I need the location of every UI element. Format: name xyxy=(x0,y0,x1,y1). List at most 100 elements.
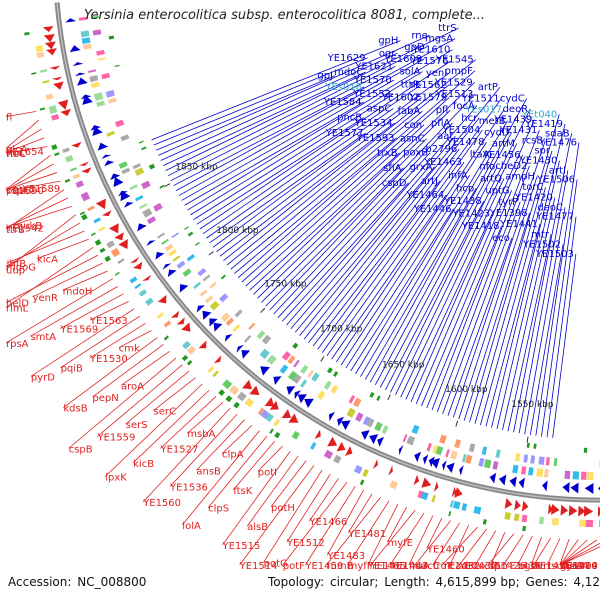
gene-label-forward[interactable]: YEs017 xyxy=(464,105,502,116)
gene-label-forward[interactable]: deoC xyxy=(537,202,563,213)
gene-label-forward[interactable]: YE1621 xyxy=(354,62,393,73)
gene-label-forward[interactable]: YE1463 xyxy=(423,157,462,168)
gene-label-forward[interactable]: YE1593 xyxy=(356,133,395,144)
gene-label-forward[interactable]: YE1513 xyxy=(435,89,474,100)
gene-label-forward[interactable]: YE1476 xyxy=(538,138,577,149)
gene-label-reverse[interactable]: myfE xyxy=(388,538,414,549)
gene-label-reverse[interactable]: kdsB xyxy=(63,404,87,415)
gene-label-reverse[interactable]: YE1410 xyxy=(559,561,598,572)
gene-label-forward[interactable]: YE1511 xyxy=(461,93,500,104)
gene-label-reverse[interactable]: potG xyxy=(264,558,288,569)
gene-label-forward[interactable]: YE1562 xyxy=(408,80,447,91)
gene-label-reverse[interactable]: serS xyxy=(126,420,148,431)
gene-label-reverse[interactable]: YE1563 xyxy=(89,316,128,327)
gene-label-reverse[interactable]: rsuA xyxy=(547,561,570,572)
gene-label-reverse[interactable]: clpA xyxy=(222,450,244,461)
gene-label-forward[interactable]: grxA xyxy=(410,162,433,173)
gene-label-reverse[interactable]: bcr xyxy=(531,561,548,572)
gene-label-reverse[interactable]: fruK xyxy=(433,561,454,572)
gene-label-forward[interactable]: YE1579 xyxy=(408,93,447,104)
gene-label-forward[interactable]: aspC xyxy=(367,103,392,114)
gene-label-forward[interactable]: mgsA xyxy=(425,34,453,45)
gene-label-forward[interactable]: uptG xyxy=(485,185,509,196)
gene-label-forward[interactable]: sfiA xyxy=(383,163,402,174)
gene-label-reverse[interactable]: ttrC xyxy=(6,149,25,160)
gene-label-reverse[interactable]: ftsK xyxy=(233,486,252,497)
gene-label-forward[interactable]: hcr xyxy=(461,113,478,124)
gene-label-forward[interactable]: YE1629 xyxy=(327,53,366,64)
gene-label-forward[interactable]: trxB xyxy=(377,148,398,159)
gene-label-forward[interactable]: sdaB xyxy=(545,128,570,139)
gene-label-forward[interactable]: artJ xyxy=(421,176,438,187)
gene-label-reverse[interactable]: serC xyxy=(154,407,176,418)
gene-label-forward[interactable]: YE1502 xyxy=(522,239,561,250)
gene-label-reverse[interactable]: kicA xyxy=(37,255,58,266)
gene-label-reverse[interactable]: YE1569 xyxy=(59,325,98,336)
gene-label-forward[interactable]: YE1419 xyxy=(524,119,563,130)
gene-label-reverse[interactable]: lpxK xyxy=(105,472,127,483)
gene-label-forward[interactable]: b2796 xyxy=(425,144,457,155)
gene-label-reverse[interactable]: YE1443 xyxy=(389,561,428,572)
gene-label-reverse[interactable]: YE1466 xyxy=(308,517,347,528)
gene-label-forward[interactable]: ttrS xyxy=(438,23,456,34)
gene-label-reverse[interactable]: potF xyxy=(283,561,305,572)
gene-label-reverse[interactable]: glcA xyxy=(6,144,28,155)
gene-label-forward[interactable]: ompF xyxy=(445,66,473,77)
gene-label-forward[interactable]: YE1576 xyxy=(410,56,449,67)
gene-label-forward[interactable]: YE1610 xyxy=(412,45,451,56)
gene-label-forward[interactable]: cydC xyxy=(500,93,525,104)
gene-label-forward[interactable]: YE1570 xyxy=(353,75,392,86)
gene-label-reverse[interactable]: YE1437 xyxy=(458,561,497,572)
gene-label-forward[interactable]: tyrP xyxy=(498,197,518,208)
gene-label-reverse[interactable]: mdoG xyxy=(6,263,36,274)
gene-label-reverse[interactable]: cadR xyxy=(450,561,475,572)
gene-label-reverse[interactable]: YE1527 xyxy=(159,444,198,455)
gene-label-forward[interactable]: spr xyxy=(534,146,551,157)
gene-label-forward[interactable]: YE1439 xyxy=(493,115,532,126)
gene-label-reverse[interactable]: pyrD xyxy=(31,372,55,383)
gene-label-forward[interactable]: hcp xyxy=(456,183,474,194)
gene-label-reverse[interactable]: YE1559 xyxy=(96,432,135,443)
gene-label-forward[interactable]: yenI xyxy=(426,68,447,79)
gene-label-reverse[interactable]: clpS xyxy=(208,504,229,515)
gene-label-reverse[interactable]: cspE2 xyxy=(6,186,36,197)
gene-label-forward[interactable]: gpJ xyxy=(317,71,333,82)
gene-label-forward[interactable]: artM xyxy=(492,139,515,150)
gene-label-forward[interactable]: cydD xyxy=(484,127,510,138)
gene-label-forward[interactable]: YE1602 xyxy=(381,93,420,104)
gene-label-forward[interactable]: YE1577 xyxy=(325,128,364,139)
gene-label-reverse[interactable]: YE1416 xyxy=(533,561,572,572)
gene-label-reverse[interactable]: cmk xyxy=(119,344,140,355)
gene-label-reverse[interactable]: uup xyxy=(6,266,25,277)
gene-label-reverse[interactable]: YE1432 xyxy=(441,561,480,572)
gene-label-forward[interactable]: YE1464 xyxy=(405,190,444,201)
gene-label-forward[interactable]: YE1478 xyxy=(446,137,485,148)
gene-label-reverse[interactable]: YE1654 xyxy=(5,147,44,158)
gene-label-forward[interactable]: solA xyxy=(400,67,421,78)
gene-label-reverse[interactable]: YE1542 xyxy=(5,223,44,234)
gene-label-reverse[interactable]: ansB xyxy=(196,466,221,477)
gene-label-forward[interactable]: infA xyxy=(448,170,468,181)
gene-label-reverse[interactable]: YE1436 xyxy=(502,561,541,572)
gene-label-forward[interactable]: con xyxy=(404,120,422,131)
gene-label-reverse[interactable]: ttrB xyxy=(6,225,25,236)
gene-label-forward[interactable]: asnC xyxy=(400,134,425,145)
gene-label-forward[interactable]: YE1504 xyxy=(442,125,481,136)
gene-label-reverse[interactable]: potI xyxy=(258,467,277,478)
gene-label-forward[interactable]: YE1503 xyxy=(535,249,574,260)
gene-label-reverse[interactable]: rlmL xyxy=(6,303,29,314)
gene-label-forward[interactable]: mtr xyxy=(531,229,550,240)
gene-label-forward[interactable]: nfo xyxy=(479,162,495,173)
gene-label-forward[interactable]: gpH xyxy=(378,36,398,47)
gene-label-reverse[interactable]: mukB xyxy=(13,221,42,232)
gene-label-reverse[interactable]: rcsC xyxy=(560,561,582,572)
gene-label-reverse[interactable]: yenR xyxy=(33,293,58,304)
gene-label-forward[interactable]: YE1430 xyxy=(519,156,558,167)
gene-label-forward[interactable]: artQ xyxy=(480,173,502,184)
gene-label-forward[interactable]: YE1545 xyxy=(435,55,474,66)
gene-label-reverse[interactable]: YE1589 xyxy=(21,184,60,195)
gene-label-forward[interactable]: torC xyxy=(522,182,543,193)
gene-label-reverse[interactable]: potH xyxy=(271,503,295,514)
gene-label-reverse[interactable]: YE1512 xyxy=(286,538,325,549)
gene-label-reverse[interactable]: YE1560 xyxy=(142,498,181,509)
